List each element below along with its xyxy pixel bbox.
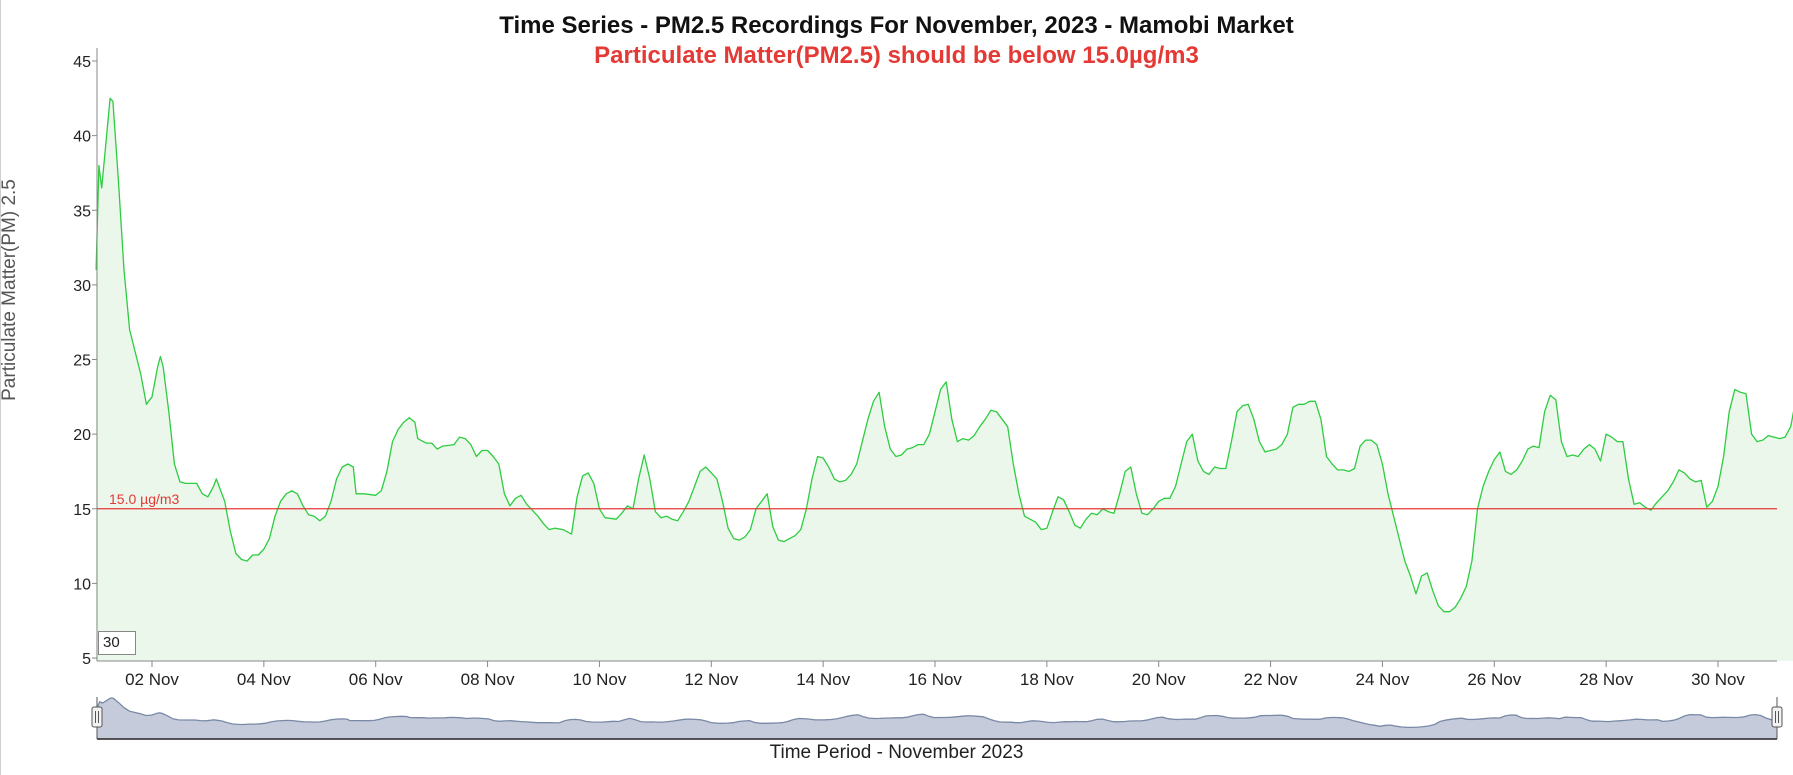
y-tick-label: 10 — [73, 576, 91, 593]
y-tick-label: 30 — [73, 278, 91, 295]
x-tick-label: 24 Nov — [1355, 670, 1409, 689]
threshold-label: 15.0 µg/m3 — [109, 491, 180, 507]
x-tick-label: 08 Nov — [461, 670, 515, 689]
navigator-right-handle[interactable] — [1771, 706, 1783, 728]
navigator-area — [97, 698, 1777, 739]
y-axis: 5 10 15 20 25 30 35 40 45 — [73, 54, 97, 668]
y-tick-label: 15 — [73, 502, 91, 519]
x-tick-label: 26 Nov — [1467, 670, 1521, 689]
x-tick-label: 18 Nov — [1020, 670, 1074, 689]
x-tick-label: 10 Nov — [572, 670, 626, 689]
navigator[interactable] — [91, 697, 1783, 740]
x-tick-label: 14 Nov — [796, 670, 850, 689]
x-tick-label: 20 Nov — [1132, 670, 1186, 689]
x-tick-label: 12 Nov — [684, 670, 738, 689]
chart-subtitle: Particulate Matter(PM2.5) should be belo… — [594, 42, 1199, 69]
y-tick-label: 25 — [73, 353, 91, 370]
x-axis: 02 Nov 04 Nov 06 Nov 08 Nov 10 Nov 12 Nov 14 N… — [125, 661, 1745, 689]
x-tick-label: 02 Nov — [125, 670, 179, 689]
y-tick-label: 20 — [73, 427, 91, 444]
series-line — [95, 97, 1793, 613]
y-tick-label: 5 — [82, 651, 91, 668]
y-tick-label: 35 — [73, 203, 91, 220]
x-tick-label: 06 Nov — [349, 670, 403, 689]
x-tick-label: 16 Nov — [908, 670, 962, 689]
x-tick-label: 30 Nov — [1691, 670, 1745, 689]
smoothing-input[interactable]: 30 — [98, 631, 136, 655]
navigator-line — [96, 697, 1778, 729]
y-tick-label: 40 — [73, 129, 91, 146]
x-tick-label: 04 Nov — [237, 670, 291, 689]
series-area — [96, 98, 1793, 661]
threshold-group: 15.0 µg/m3 — [97, 491, 1777, 510]
plot-area[interactable] — [95, 48, 1793, 662]
chart-title: Time Series - PM2.5 Recordings For Novem… — [499, 12, 1294, 39]
x-tick-label: 22 Nov — [1244, 670, 1298, 689]
x-tick-label: 28 Nov — [1579, 670, 1633, 689]
x-axis-label: Time Period - November 2023 — [769, 742, 1024, 763]
y-tick-label: 45 — [73, 54, 91, 71]
navigator-left-handle[interactable] — [91, 706, 103, 728]
